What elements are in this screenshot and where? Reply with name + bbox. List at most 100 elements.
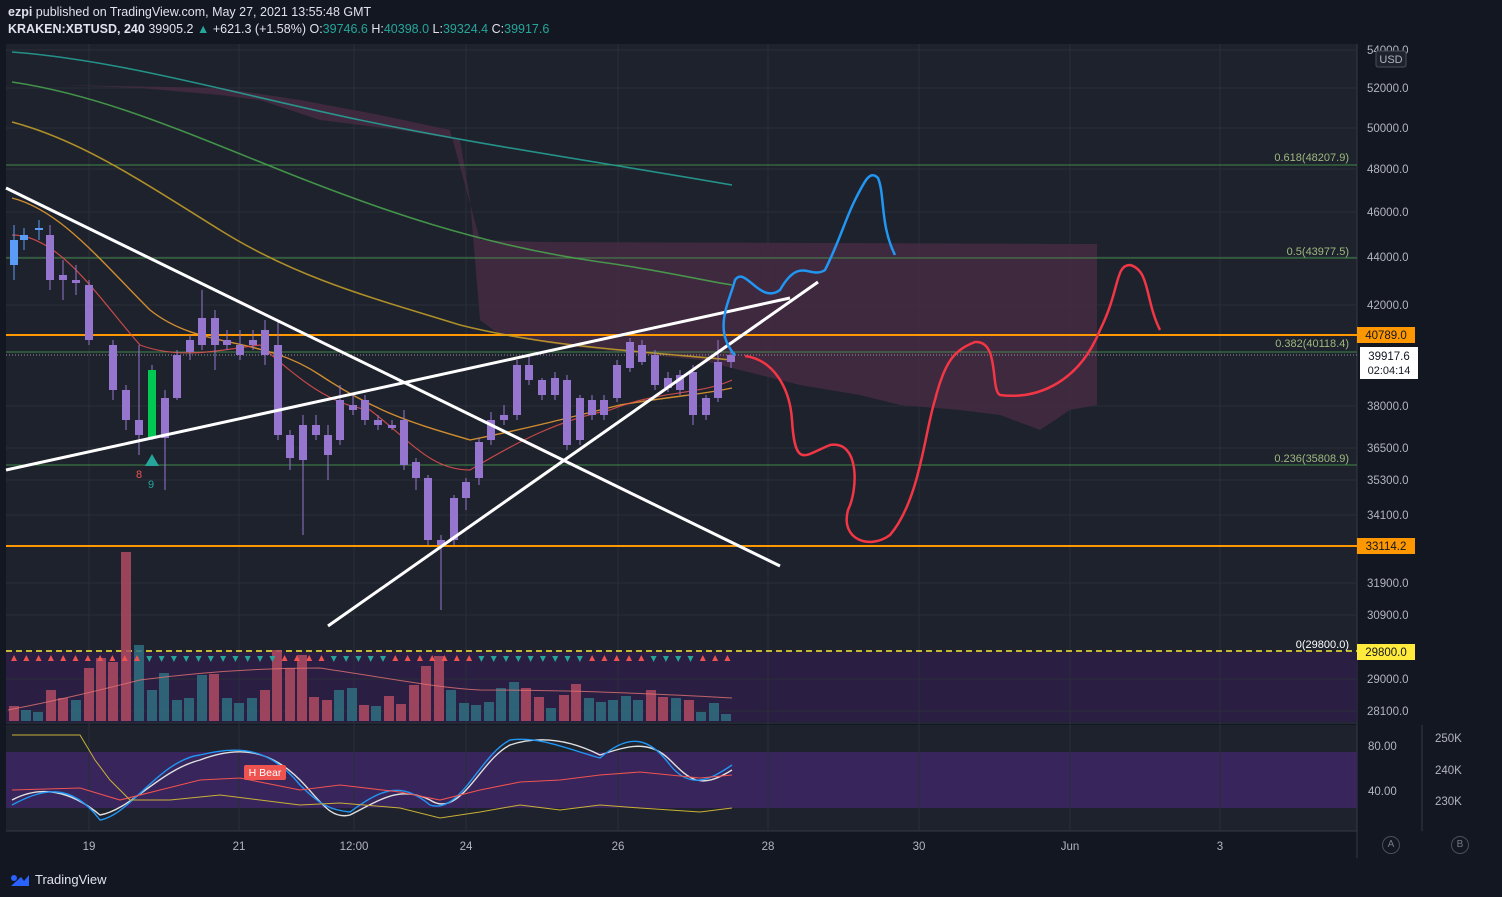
trendline-ascending-upper[interactable] <box>5 296 791 472</box>
td-arrow-icon <box>626 655 632 661</box>
close-label: C: <box>491 22 505 36</box>
low-label: L: <box>432 22 443 36</box>
td-arrow-icon <box>306 655 313 661</box>
volume-bar <box>534 697 544 721</box>
time-tick: 21 <box>233 841 246 853</box>
ma-red <box>11 234 733 471</box>
td-arrow-icon <box>281 655 288 661</box>
volume-bar <box>446 690 456 721</box>
fib-label-0236: 0.236(35808.9) <box>1274 453 1349 465</box>
td-arrow-icon <box>392 655 399 661</box>
td-arrow-icon <box>478 656 485 662</box>
price-axis[interactable]: 54000.052000.050000.048000.046000.044000… <box>1367 45 1409 718</box>
countdown-text: 02:04:14 <box>1368 365 1411 377</box>
time-axis[interactable]: 19 21 12:00 24 26 28 30 Jun 3 <box>83 841 1224 853</box>
osc-tick-80: 80.00 <box>1368 741 1397 753</box>
candle-body <box>626 342 634 368</box>
td-arrow-icon <box>121 655 128 661</box>
volume-bar <box>46 690 56 721</box>
candle-body <box>59 275 67 280</box>
time-tick: 28 <box>762 841 775 853</box>
td-arrow-icon <box>613 655 620 661</box>
h-bear-badge[interactable] <box>244 765 286 780</box>
candle-body <box>122 390 130 420</box>
vol-tick-240k: 240K <box>1435 765 1462 777</box>
td-arrow-icon <box>220 656 227 662</box>
td-arrow-icon <box>453 655 460 661</box>
projection-red-path[interactable] <box>744 263 1162 544</box>
candle-body <box>223 340 231 345</box>
close-value: 39917.6 <box>504 22 550 36</box>
candle-body <box>412 462 420 478</box>
volume-bar <box>546 708 556 721</box>
volume-bar <box>509 682 519 721</box>
trendline-ascending-lower[interactable] <box>327 280 819 628</box>
candle-body <box>588 400 596 415</box>
td-arrow-icon <box>638 655 645 661</box>
td-arrow-icon <box>293 655 300 661</box>
td-arrow-icon <box>244 656 251 662</box>
grid <box>6 44 1357 831</box>
td-arrow-icon <box>269 656 276 662</box>
publisher-name[interactable]: ezpi <box>8 5 33 19</box>
candle-body <box>46 235 54 280</box>
resistance-price-tag <box>1357 327 1415 343</box>
volume-bar <box>347 688 357 721</box>
td-arrow-icon <box>47 655 54 661</box>
vol-tick-250k: 250K <box>1435 733 1462 745</box>
volume-bar <box>608 700 618 721</box>
td-arrow-icon <box>35 655 42 661</box>
volume-bar <box>571 684 581 721</box>
volume-bar <box>33 712 43 721</box>
candle-body <box>651 355 659 385</box>
ma-orange <box>11 197 733 441</box>
projection-blue-path[interactable] <box>722 174 897 356</box>
td-arrow-icon <box>97 655 104 661</box>
volume-bar <box>172 700 182 721</box>
candle-body <box>538 380 546 395</box>
candle-body <box>424 478 432 540</box>
td-arrow-icon <box>343 656 350 662</box>
last-price: 39905.2 <box>148 22 194 36</box>
candle-body <box>689 372 697 415</box>
currency-badge[interactable] <box>1375 50 1407 68</box>
scale-auto-button[interactable]: A <box>1382 836 1400 854</box>
resistance-price-text: 40789.0 <box>1365 330 1407 342</box>
td-arrow-icon <box>23 655 30 661</box>
candle-body <box>336 400 344 440</box>
volume-bar <box>696 712 706 721</box>
td-arrow-icon <box>441 655 448 661</box>
current-price-tag <box>1360 347 1418 379</box>
volume-bar <box>272 650 282 721</box>
scale-b-button[interactable]: B <box>1451 836 1469 854</box>
td-arrow-icon <box>146 656 153 662</box>
candle-body <box>551 378 559 395</box>
td-arrow-icon <box>675 656 682 662</box>
volume-bar <box>621 696 631 721</box>
trendline-descending[interactable] <box>5 186 781 568</box>
ma-teal <box>11 51 733 186</box>
td-arrow-icon <box>539 656 546 662</box>
volume-bar <box>247 698 257 721</box>
candle-body <box>437 540 445 545</box>
td-arrow-icon <box>404 655 411 661</box>
support-price-tag <box>1357 538 1415 554</box>
candle-body <box>324 435 332 455</box>
buy-setup-arrow-icon <box>145 454 159 466</box>
price-tick: 28100.0 <box>1367 706 1409 718</box>
candle-body <box>109 345 117 390</box>
volume-bar <box>197 675 207 721</box>
tradingview-logo[interactable]: TradingView <box>8 872 107 887</box>
td-arrow-icon <box>11 655 17 661</box>
open-label: O: <box>309 22 323 36</box>
candle-body <box>10 240 18 265</box>
currency-label: USD <box>1379 54 1402 66</box>
volume-bar <box>147 690 157 721</box>
publish-text: published on TradingView.com, May 27, 20… <box>35 5 372 19</box>
td-arrow-icon <box>367 656 374 662</box>
candle-body <box>400 420 408 465</box>
td-arrow-icon <box>466 655 473 661</box>
symbol-label[interactable]: KRAKEN:XBTUSD, 240 <box>8 22 145 36</box>
td-arrow-icon <box>429 655 436 661</box>
